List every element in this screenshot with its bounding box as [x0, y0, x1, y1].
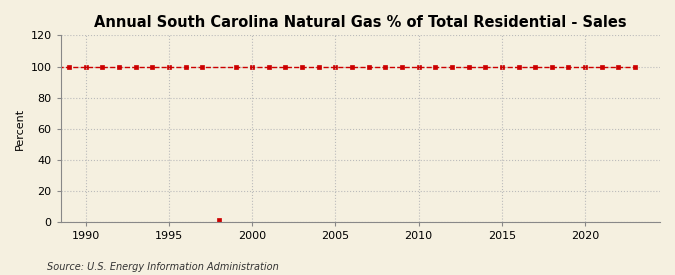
Y-axis label: Percent: Percent	[15, 108, 25, 150]
Title: Annual South Carolina Natural Gas % of Total Residential - Sales: Annual South Carolina Natural Gas % of T…	[94, 15, 626, 30]
Text: Source: U.S. Energy Information Administration: Source: U.S. Energy Information Administ…	[47, 262, 279, 272]
